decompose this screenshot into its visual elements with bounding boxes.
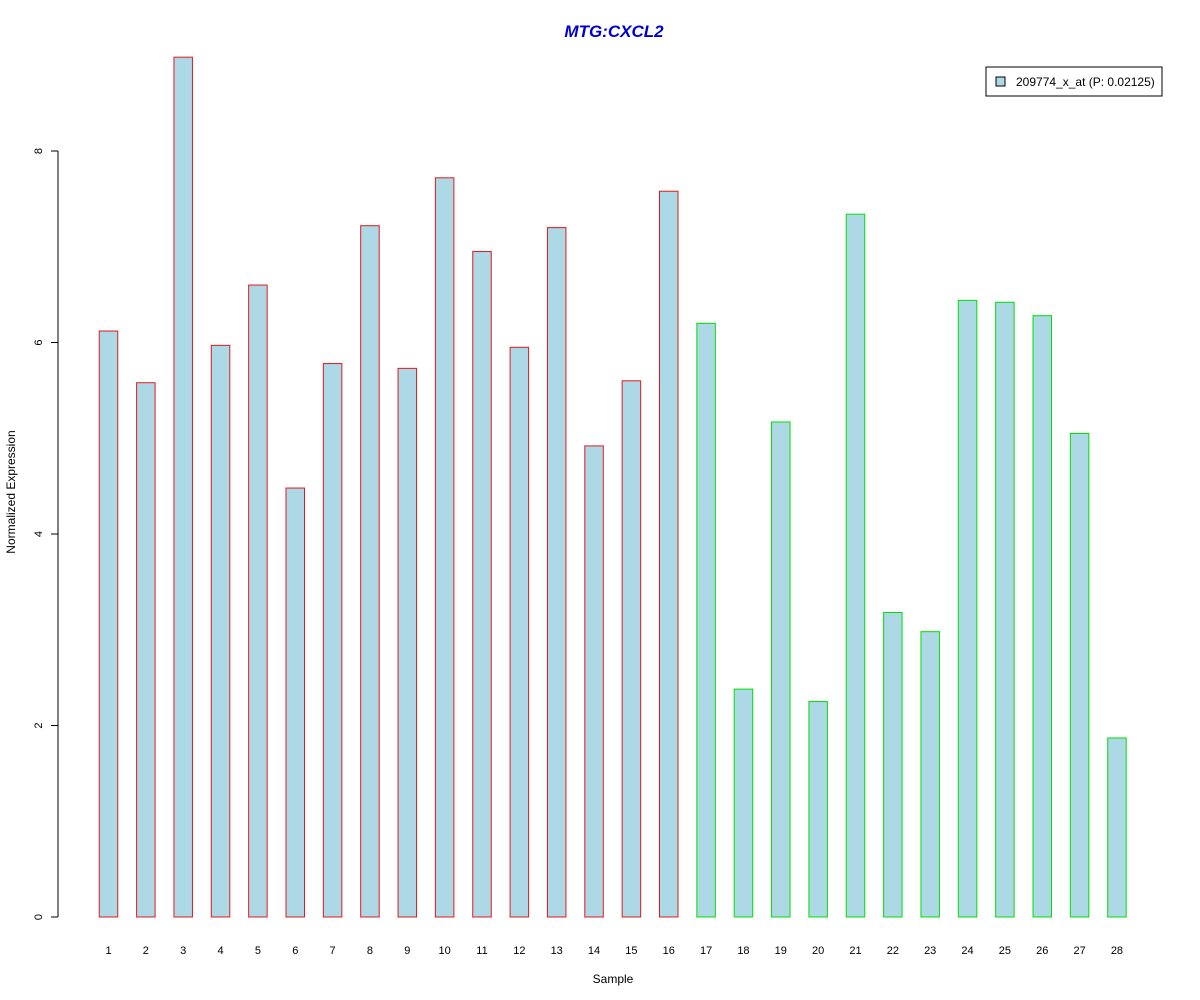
bar-sample-27 xyxy=(1069,432,1090,918)
x-tick-label: 22 xyxy=(887,945,899,957)
x-tick-label: 8 xyxy=(367,945,373,957)
bar-sample-8 xyxy=(360,225,380,918)
bar-sample-11 xyxy=(472,251,492,918)
x-tick-label: 1 xyxy=(105,945,111,957)
x-tick-label: 7 xyxy=(330,945,336,957)
bar-sample-10 xyxy=(434,177,455,918)
x-tick-label: 16 xyxy=(663,945,675,957)
bar-sample-16 xyxy=(659,190,679,918)
y-tick-label: 0 xyxy=(33,914,45,920)
x-tick-label: 13 xyxy=(551,945,563,957)
bar-sample-24 xyxy=(957,299,978,918)
bar-sample-1 xyxy=(98,330,119,918)
bar-sample-23 xyxy=(920,631,940,918)
bar-sample-7 xyxy=(322,363,343,918)
bar-sample-6 xyxy=(285,487,305,918)
x-tick-label: 26 xyxy=(1036,945,1048,957)
x-tick-label: 4 xyxy=(217,945,223,957)
bar-sample-4 xyxy=(210,344,231,918)
x-tick-label: 11 xyxy=(476,945,487,957)
bar-sample-13 xyxy=(546,227,567,918)
bar-sample-26 xyxy=(1032,315,1052,918)
x-tick-label: 20 xyxy=(812,945,824,957)
x-tick-label: 10 xyxy=(439,945,451,957)
bar-sample-19 xyxy=(771,421,791,918)
legend: 209774_x_at (P: 0.02125) xyxy=(985,66,1163,97)
x-tick-labels: 1 2 3 4 5 6 7 8 9 10 11 12 13 14 15 16 17 18 19 20 21 22 23 24 2… xyxy=(105,945,1123,957)
x-tick-label: 9 xyxy=(404,945,410,957)
x-tick-label: 6 xyxy=(292,945,298,957)
y-axis: 0 2 4 6 8 xyxy=(33,148,59,920)
bar-sample-17 xyxy=(696,322,716,918)
y-tick-label: 6 xyxy=(33,339,45,345)
x-tick-label: 12 xyxy=(513,945,525,957)
x-tick-label: 27 xyxy=(1073,945,1085,957)
x-tick-label: 23 xyxy=(924,945,936,957)
y-tick-label: 8 xyxy=(33,148,45,154)
x-tick-label: 17 xyxy=(700,945,712,957)
bar-sample-15 xyxy=(621,380,642,918)
bar-sample-14 xyxy=(584,445,604,918)
x-tick-label: 3 xyxy=(180,945,186,957)
bar-sample-12 xyxy=(509,346,530,918)
x-tick-label: 15 xyxy=(625,945,637,957)
bar-sample-21 xyxy=(845,213,866,918)
x-tick-label: 14 xyxy=(588,945,600,957)
x-axis-label: Sample xyxy=(593,972,634,986)
x-tick-label: 21 xyxy=(849,945,861,957)
legend-swatch xyxy=(995,76,1006,87)
x-tick-label: 25 xyxy=(999,945,1011,957)
bar-sample-5 xyxy=(248,284,268,918)
bar-series xyxy=(98,56,1127,918)
bar-sample-9 xyxy=(397,367,418,918)
y-axis-label: Normalized Expression xyxy=(4,430,18,553)
bar-sample-28 xyxy=(1107,737,1127,918)
y-tick-label: 4 xyxy=(33,531,45,537)
y-tick-label: 2 xyxy=(33,722,45,728)
bar-sample-18 xyxy=(733,688,754,918)
x-tick-label: 19 xyxy=(775,945,787,957)
x-tick-label: 2 xyxy=(143,945,149,957)
x-tick-label: 18 xyxy=(737,945,749,957)
chart-title: MTG:CXCL2 xyxy=(564,22,664,41)
bar-sample-3 xyxy=(173,56,193,918)
x-tick-label: 5 xyxy=(255,945,261,957)
bar-sample-2 xyxy=(136,382,156,918)
x-tick-label: 28 xyxy=(1111,945,1123,957)
bar-sample-22 xyxy=(883,612,903,918)
legend-label: 209774_x_at (P: 0.02125) xyxy=(1016,75,1155,89)
bar-sample-25 xyxy=(995,301,1015,918)
legend-box xyxy=(985,66,1163,97)
bar-sample-20 xyxy=(808,701,828,918)
x-tick-label: 24 xyxy=(961,945,973,957)
